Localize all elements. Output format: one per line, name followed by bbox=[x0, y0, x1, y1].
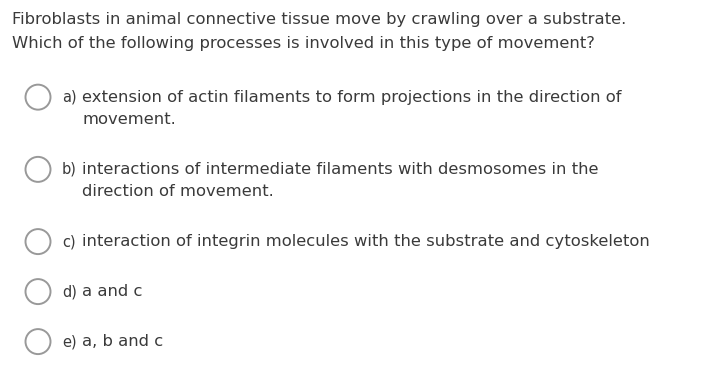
Text: e): e) bbox=[62, 334, 76, 349]
Text: a and c: a and c bbox=[82, 284, 142, 299]
Text: extension of actin filaments to form projections in the direction of: extension of actin filaments to form pro… bbox=[82, 90, 622, 105]
Text: interaction of integrin molecules with the substrate and cytoskeleton: interaction of integrin molecules with t… bbox=[82, 234, 650, 249]
Text: Fibroblasts in animal connective tissue move by crawling over a substrate.: Fibroblasts in animal connective tissue … bbox=[12, 12, 627, 27]
Text: interactions of intermediate filaments with desmosomes in the: interactions of intermediate filaments w… bbox=[82, 162, 598, 177]
Text: Which of the following processes is involved in this type of movement?: Which of the following processes is invo… bbox=[12, 36, 595, 51]
Text: a, b and c: a, b and c bbox=[82, 334, 164, 349]
Text: c): c) bbox=[62, 234, 76, 249]
Text: d): d) bbox=[62, 284, 77, 299]
Text: direction of movement.: direction of movement. bbox=[82, 184, 274, 199]
Text: movement.: movement. bbox=[82, 112, 176, 127]
Text: a): a) bbox=[62, 90, 76, 105]
Text: b): b) bbox=[62, 162, 77, 177]
